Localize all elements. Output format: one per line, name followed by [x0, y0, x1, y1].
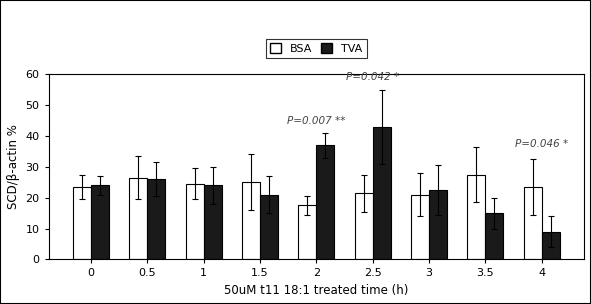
Text: P=0.042 *: P=0.042 *	[346, 72, 400, 82]
Bar	[204, 185, 222, 260]
Bar	[355, 193, 373, 260]
Text: P=0.007 **: P=0.007 **	[287, 116, 346, 126]
Bar	[524, 187, 542, 260]
Bar	[186, 184, 204, 260]
Bar	[129, 178, 147, 260]
Bar	[411, 195, 429, 260]
Bar	[242, 182, 260, 260]
Bar	[91, 185, 109, 260]
Bar	[429, 190, 447, 260]
X-axis label: 50uM t11 18:1 treated time (h): 50uM t11 18:1 treated time (h)	[224, 284, 408, 297]
Bar	[73, 187, 91, 260]
Bar	[485, 213, 504, 260]
Y-axis label: SCD/β-actin %: SCD/β-actin %	[7, 124, 20, 209]
Bar	[147, 179, 165, 260]
Bar	[260, 195, 278, 260]
Bar	[316, 145, 335, 260]
Text: P=0.046 *: P=0.046 *	[515, 139, 569, 149]
Bar	[467, 174, 485, 260]
Bar	[373, 127, 391, 260]
Bar	[542, 232, 560, 260]
Legend: BSA, TVA: BSA, TVA	[265, 39, 367, 58]
Bar	[298, 206, 316, 260]
